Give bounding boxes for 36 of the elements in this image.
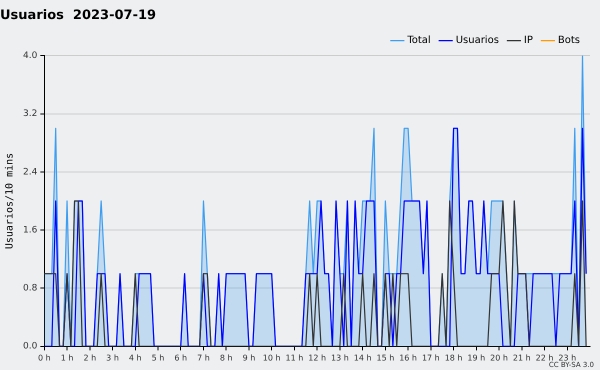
x-tick-label: 11 h [286, 353, 304, 362]
legend-label: Total [406, 35, 431, 46]
x-tick-label: 0 h [38, 353, 51, 362]
x-tick-label: 5 h [152, 353, 164, 362]
x-tick-label: 10 h [262, 353, 281, 362]
legend-label: Usuarios [456, 35, 499, 46]
x-tick-label: 14 h [354, 353, 372, 362]
x-tick-label: 3 h [106, 353, 119, 362]
x-tick-label: 23 h [558, 353, 576, 362]
x-tick-label: 21 h [512, 353, 531, 362]
y-tick-label: 0.8 [22, 284, 38, 294]
x-tick-label: 8 h [220, 353, 233, 362]
x-tick-label: 18 h [444, 353, 462, 362]
y-tick-label: 2.4 [22, 167, 38, 178]
x-tick-label: 6 h [174, 353, 188, 362]
x-tick-label: 4 h [128, 353, 142, 362]
x-tick-label: 19 h [467, 353, 486, 362]
x-tick-label: 20 h [490, 353, 508, 362]
x-tick-label: 9 h [242, 353, 256, 362]
x-tick-label: 1 h [60, 353, 74, 362]
x-tick-label: 2 h [83, 353, 96, 362]
x-tick-label: 15 h [376, 353, 394, 362]
x-tick-label: 22 h [536, 353, 554, 362]
x-tick-label: 12 h [308, 353, 326, 362]
y-axis-title: Usuarios/10 mins [4, 152, 16, 250]
legend-label: IP [524, 35, 533, 46]
y-tick-label: 0.0 [22, 342, 38, 352]
y-tick-label: 1.6 [22, 225, 38, 236]
x-tick-label: 17 h [422, 353, 440, 362]
x-tick-label: 16 h [399, 353, 418, 362]
y-tick-label: 3.2 [22, 109, 38, 120]
x-tick-label: 7 h [197, 353, 210, 362]
y-tick-label: 4.0 [22, 50, 38, 61]
x-tick-label: 13 h [330, 353, 349, 362]
chart-title: Usuarios 2023-07-19 [0, 8, 156, 24]
legend-label: Bots [558, 35, 580, 46]
